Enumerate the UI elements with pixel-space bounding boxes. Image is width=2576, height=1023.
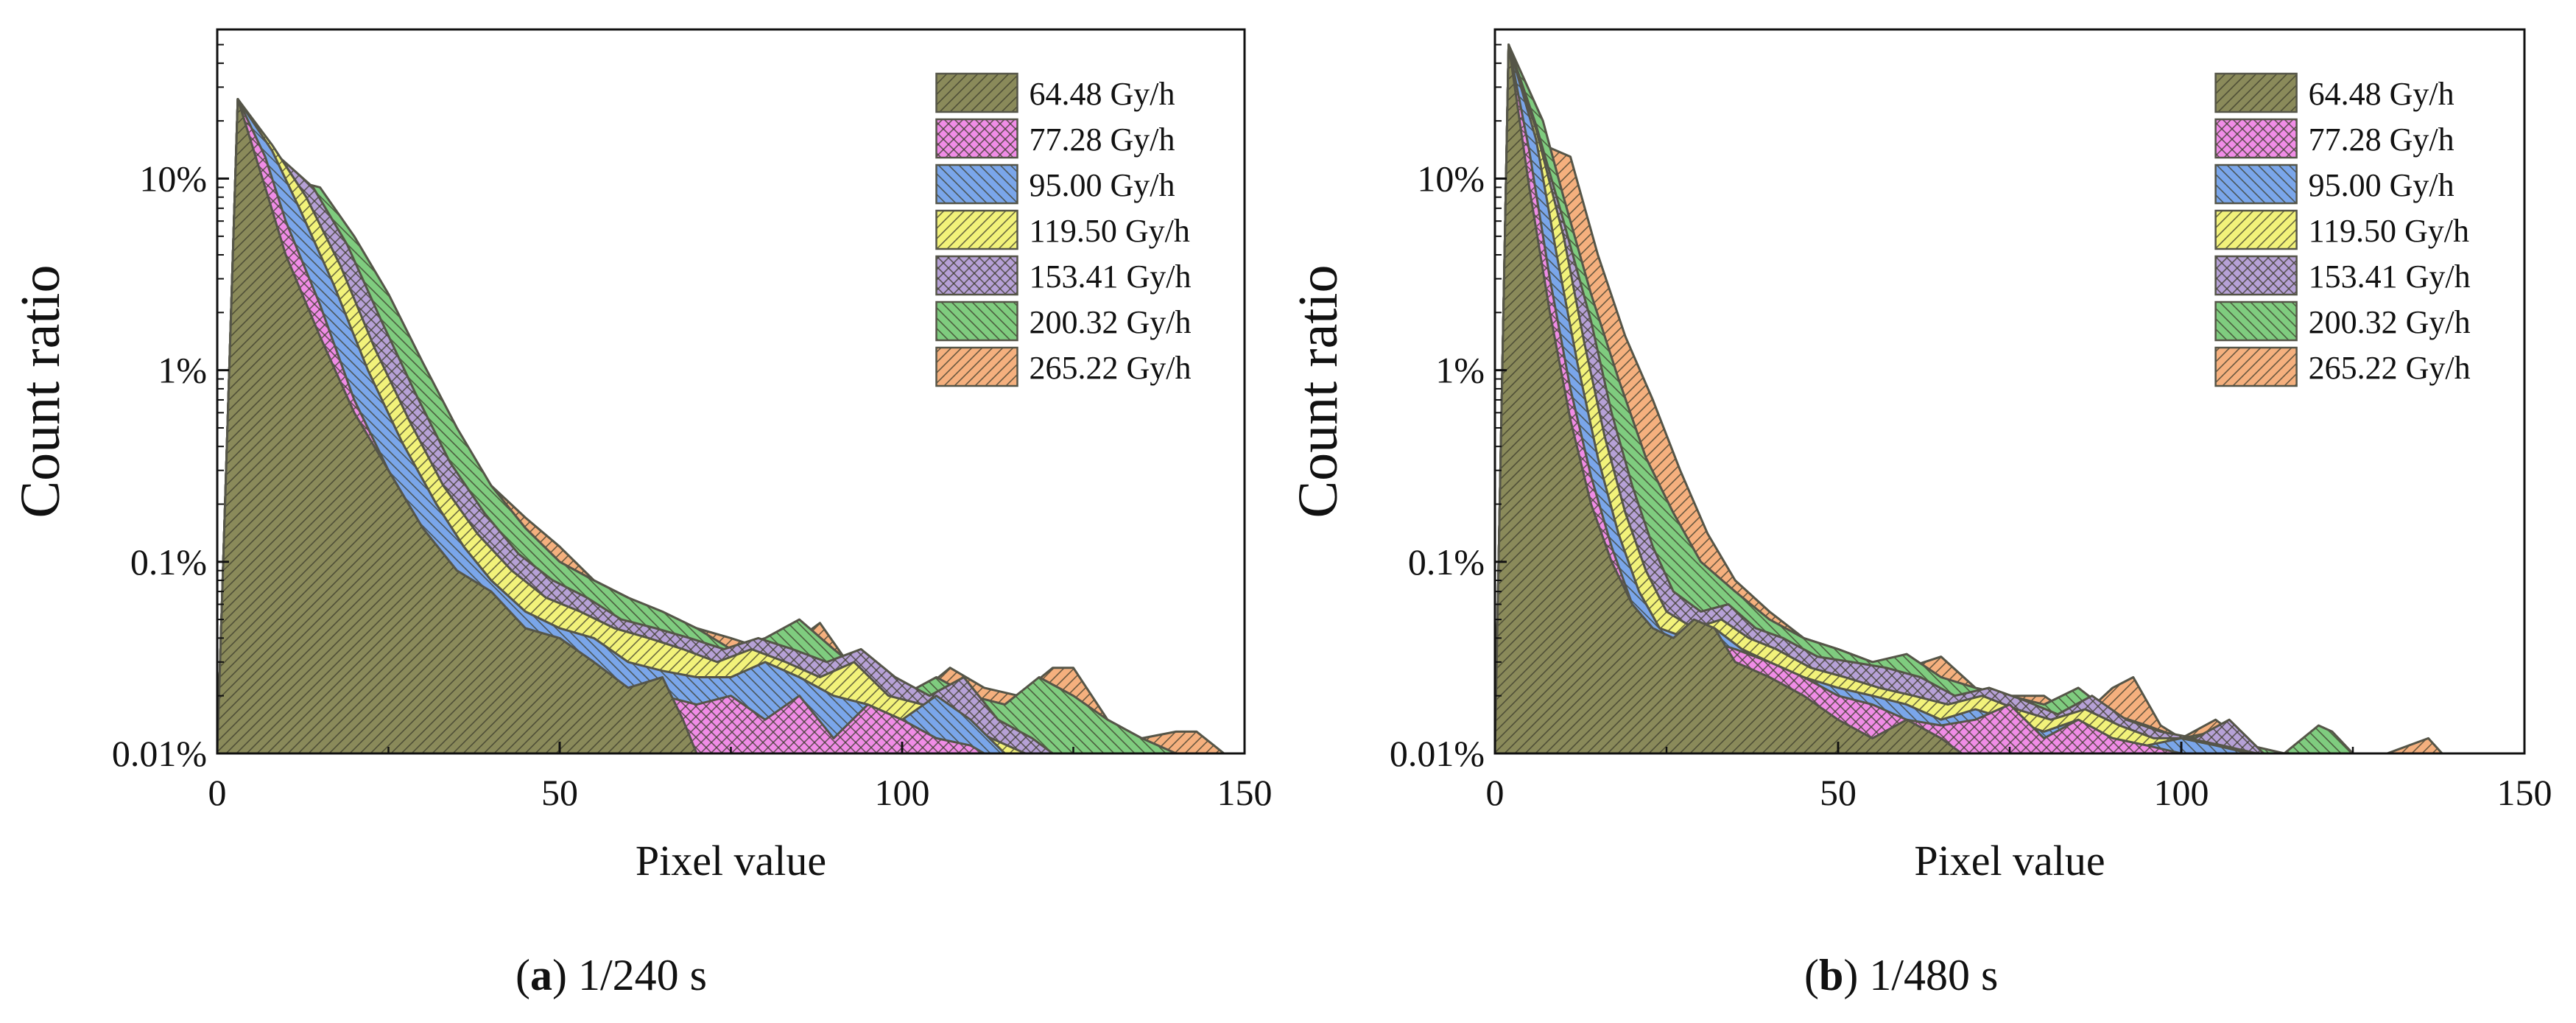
y-tick-label: 10% <box>139 158 207 199</box>
y-tick-label: 0.01% <box>1390 733 1485 774</box>
legend-label-119-50-gy-h: 119.50 Gy/h <box>2309 213 2469 249</box>
legend-label-265-22-gy-h: 265.22 Gy/h <box>1030 350 1192 386</box>
legend-label-77-28-gy-h: 77.28 Gy/h <box>1030 122 1175 158</box>
legend-label-265-22-gy-h: 265.22 Gy/h <box>2309 350 2471 386</box>
x-tick-label: 150 <box>2497 772 2552 813</box>
legend-label-64-48-gy-h: 64.48 Gy/h <box>2309 76 2454 112</box>
y-tick-label: 1% <box>1435 350 1485 391</box>
legend-label-153-41-gy-h: 153.41 Gy/h <box>2309 259 2471 295</box>
legend-swatch-265-22-gy-h <box>2214 346 2298 387</box>
legend-swatch-153-41-gy-h <box>935 255 1018 296</box>
legend-swatch-64-48-gy-h <box>935 72 1018 113</box>
y-tick-label: 1% <box>158 350 207 391</box>
caption-a: (a) 1/240 s <box>515 951 707 999</box>
caption-b-label: b <box>1818 951 1844 999</box>
x-tick-label: 50 <box>1820 772 1857 813</box>
x-tick-label: 0 <box>1486 772 1505 813</box>
series-area-64-48-gy-h <box>1495 43 1963 753</box>
legend-label-64-48-gy-h: 64.48 Gy/h <box>1030 76 1175 112</box>
legend-swatch-119-50-gy-h <box>935 209 1018 250</box>
legend: 64.48 Gy/h 77.28 Gy/h 95.00 Gy/h 119.50 Gy/… <box>2214 72 2471 387</box>
legend-swatch-153-41-gy-h <box>2214 255 2298 296</box>
caption-a-text: 1/240 s <box>577 951 707 999</box>
legend: 64.48 Gy/h 77.28 Gy/h 95.00 Gy/h 119.50 Gy/… <box>935 72 1192 387</box>
legend-swatch-95-00-gy-h <box>2214 164 2298 205</box>
legend-label-95-00-gy-h: 95.00 Gy/h <box>1030 167 1175 203</box>
x-tick-label: 100 <box>2154 772 2209 813</box>
x-axis-label: Pixel value <box>1914 837 2105 885</box>
legend-swatch-119-50-gy-h <box>2214 209 2298 250</box>
legend-label-119-50-gy-h: 119.50 Gy/h <box>1030 213 1190 249</box>
x-axis-label: Pixel value <box>636 837 826 885</box>
y-tick-label: 0.1% <box>130 541 207 583</box>
panel-a-chart: 0 50 100 150 0.01% 0.1% 1% 10% Pixel value Count … <box>10 28 1273 885</box>
legend-label-77-28-gy-h: 77.28 Gy/h <box>2309 122 2454 158</box>
caption-a-label: a <box>529 951 552 999</box>
legend-swatch-265-22-gy-h <box>935 346 1018 387</box>
y-tick-label: 0.01% <box>112 733 207 774</box>
legend-swatch-77-28-gy-h <box>935 118 1018 159</box>
x-tick-label: 150 <box>1217 772 1273 813</box>
legend-swatch-64-48-gy-h <box>2214 72 2298 113</box>
legend-label-200-32-gy-h: 200.32 Gy/h <box>1030 304 1192 340</box>
caption-b: (b) 1/480 s <box>1804 951 1999 999</box>
legend-label-153-41-gy-h: 153.41 Gy/h <box>1030 259 1192 295</box>
y-axis-label: Count ratio <box>1287 264 1349 518</box>
y-tick-label: 10% <box>1417 158 1485 199</box>
y-axis-label: Count ratio <box>10 264 71 518</box>
legend-swatch-95-00-gy-h <box>935 164 1018 205</box>
legend-swatch-77-28-gy-h <box>2214 118 2298 159</box>
y-tick-label: 0.1% <box>1408 541 1485 583</box>
x-tick-label: 0 <box>208 772 227 813</box>
caption-b-text: 1/480 s <box>1869 951 1999 999</box>
legend-swatch-200-32-gy-h <box>2214 300 2298 342</box>
legend-label-200-32-gy-h: 200.32 Gy/h <box>2309 304 2471 340</box>
x-tick-label: 100 <box>875 772 930 813</box>
legend-label-95-00-gy-h: 95.00 Gy/h <box>2309 167 2454 203</box>
panel-b-chart: 0 50 100 150 0.01% 0.1% 1% 10% Pixel value Count … <box>1287 28 2552 885</box>
x-tick-label: 50 <box>541 772 578 813</box>
series-area-64-48-gy-h <box>217 98 698 753</box>
legend-swatch-200-32-gy-h <box>935 300 1018 342</box>
